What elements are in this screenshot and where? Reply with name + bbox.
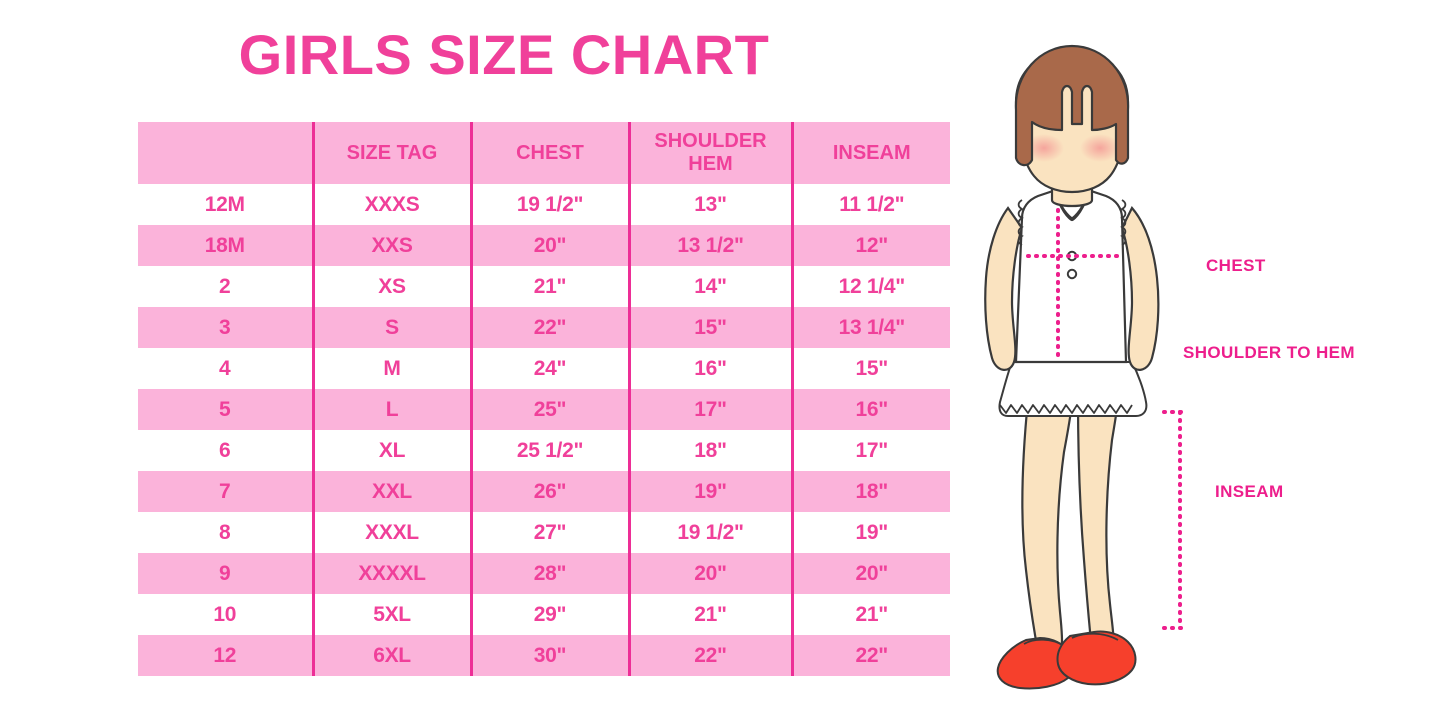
- cell-chest: 21": [469, 266, 629, 307]
- cell-size: 4: [138, 348, 313, 389]
- cell-chest: 26": [469, 471, 629, 512]
- cell-size: 6: [138, 430, 313, 471]
- skirt-group: [998, 361, 1148, 417]
- page-title: GIRLS SIZE CHART: [238, 23, 770, 86]
- cell-size-tag: XL: [311, 430, 471, 471]
- head-group: [1014, 44, 1130, 208]
- column-header-size: [138, 122, 313, 184]
- cell-chest: 20": [469, 225, 629, 266]
- cell-inseam: 20": [790, 553, 950, 594]
- cell-shoulder-hem: 19": [627, 471, 792, 512]
- cell-shoulder-hem: 13 1/2": [627, 225, 792, 266]
- cell-size-tag: XXXXL: [311, 553, 471, 594]
- cell-inseam: 22": [790, 635, 950, 676]
- cell-size: 2: [138, 266, 313, 307]
- table-row: 3 S 22" 15" 13 1/4": [138, 307, 950, 348]
- cell-size: 7: [138, 471, 313, 512]
- cell-size-tag: XXXS: [311, 184, 471, 225]
- table-row: 5 L 25" 17" 16": [138, 389, 950, 430]
- cell-size: 9: [138, 553, 313, 594]
- measurement-guides-group: [1026, 208, 1188, 630]
- button-icon: [1066, 268, 1078, 280]
- cell-shoulder-hem: 14": [627, 266, 792, 307]
- table-body: 12M XXXS 19 1/2" 13" 11 1/2" 18M XXS 20"…: [138, 184, 950, 676]
- cell-shoulder-hem: 17": [627, 389, 792, 430]
- cell-size: 3: [138, 307, 313, 348]
- cell-shoulder-hem: 19 1/2": [627, 512, 792, 553]
- shoes-group: [996, 630, 1137, 690]
- cell-size-tag: 5XL: [311, 594, 471, 635]
- cell-shoulder-hem: 22": [627, 635, 792, 676]
- cell-chest: 25": [469, 389, 629, 430]
- cell-inseam: 21": [790, 594, 950, 635]
- cell-shoulder-hem: 21": [627, 594, 792, 635]
- cell-size-tag: XXS: [311, 225, 471, 266]
- table-row: 12 6XL 30" 22" 22": [138, 635, 950, 676]
- column-header-size-tag: SIZE TAG: [311, 122, 471, 184]
- top-garment-group: [1014, 188, 1128, 364]
- table-row: 18M XXS 20" 13 1/2" 12": [138, 225, 950, 266]
- cell-size: 10: [138, 594, 313, 635]
- cell-chest: 19 1/2": [469, 184, 629, 225]
- table-row: 4 M 24" 16" 15": [138, 348, 950, 389]
- cell-chest: 28": [469, 553, 629, 594]
- cell-inseam: 17": [790, 430, 950, 471]
- cell-chest: 30": [469, 635, 629, 676]
- cell-chest: 24": [469, 348, 629, 389]
- table-header-row: SIZE TAG CHEST SHOULDER HEM INSEAM: [138, 122, 950, 184]
- cell-chest: 22": [469, 307, 629, 348]
- table-row: 12M XXXS 19 1/2" 13" 11 1/2": [138, 184, 950, 225]
- cell-size: 18M: [138, 225, 313, 266]
- cell-inseam: 12 1/4": [790, 266, 950, 307]
- cell-size-tag: XXXL: [311, 512, 471, 553]
- label-shoulder-to-hem: SHOULDER TO HEM: [1183, 343, 1355, 362]
- label-inseam: INSEAM: [1215, 482, 1284, 501]
- table-header: SIZE TAG CHEST SHOULDER HEM INSEAM: [138, 122, 950, 184]
- table-row: 6 XL 25 1/2" 18" 17": [138, 430, 950, 471]
- table-row: 2 XS 21" 14" 12 1/4": [138, 266, 950, 307]
- cell-inseam: 19": [790, 512, 950, 553]
- cell-chest: 27": [469, 512, 629, 553]
- cell-size: 12M: [138, 184, 313, 225]
- cell-inseam: 16": [790, 389, 950, 430]
- table-row: 10 5XL 29" 21" 21": [138, 594, 950, 635]
- legs-group: [1021, 398, 1120, 666]
- cell-chest: 29": [469, 594, 629, 635]
- table-row: 7 XXL 26" 19" 18": [138, 471, 950, 512]
- cell-inseam: 13 1/4": [790, 307, 950, 348]
- size-chart-table: SIZE TAG CHEST SHOULDER HEM INSEAM 12M X…: [138, 122, 950, 676]
- girl-figure-illustration: [960, 40, 1260, 690]
- label-chest: CHEST: [1206, 256, 1266, 275]
- cell-size: 5: [138, 389, 313, 430]
- cell-shoulder-hem: 18": [627, 430, 792, 471]
- cell-size-tag: S: [311, 307, 471, 348]
- cell-inseam: 15": [790, 348, 950, 389]
- column-header-inseam: INSEAM: [790, 122, 950, 184]
- cell-size-tag: XS: [311, 266, 471, 307]
- table-row: 9 XXXXL 28" 20" 20": [138, 553, 950, 594]
- cell-shoulder-hem: 20": [627, 553, 792, 594]
- column-header-chest: CHEST: [469, 122, 629, 184]
- cell-size: 8: [138, 512, 313, 553]
- cell-inseam: 18": [790, 471, 950, 512]
- table-row: 8 XXXL 27" 19 1/2" 19": [138, 512, 950, 553]
- cell-inseam: 12": [790, 225, 950, 266]
- cell-size-tag: XXL: [311, 471, 471, 512]
- cell-size-tag: M: [311, 348, 471, 389]
- size-chart-table-container: SIZE TAG CHEST SHOULDER HEM INSEAM 12M X…: [138, 122, 950, 676]
- cell-shoulder-hem: 13": [627, 184, 792, 225]
- cell-size: 12: [138, 635, 313, 676]
- cell-size-tag: 6XL: [311, 635, 471, 676]
- cell-chest: 25 1/2": [469, 430, 629, 471]
- cell-shoulder-hem: 16": [627, 348, 792, 389]
- cell-size-tag: L: [311, 389, 471, 430]
- arms-group: [984, 206, 1160, 371]
- column-header-shoulder-hem: SHOULDER HEM: [627, 122, 792, 184]
- cell-shoulder-hem: 15": [627, 307, 792, 348]
- cell-inseam: 11 1/2": [790, 184, 950, 225]
